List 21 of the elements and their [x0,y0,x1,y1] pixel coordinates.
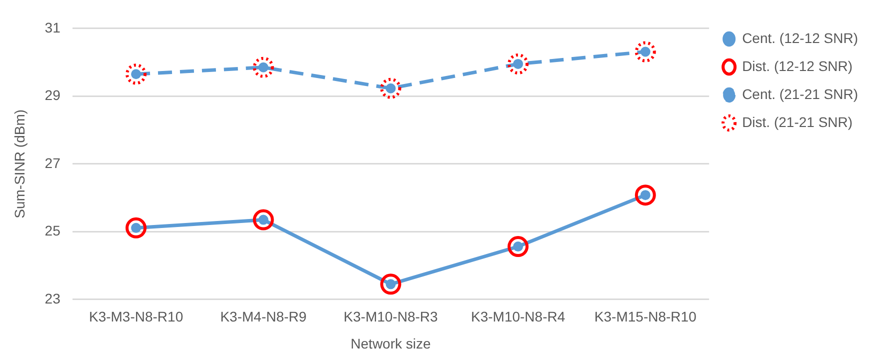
x-tick-label: K3-M4-N8-R9 [220,308,307,325]
point [380,274,402,295]
y-axis-title: Sum-SINR (dBm) [11,109,28,218]
legend-label: Dist. (21-21 SNR) [742,114,853,130]
point [126,217,147,238]
y-tick-label: 23 [44,290,61,306]
y-tick-label: 27 [44,154,61,171]
legend-label: Dist. (12-12 SNR) [742,58,853,74]
point [252,209,274,230]
x-tick-label: K3-M10-N8-R4 [470,308,566,325]
x-axis-title: Network size [350,335,431,352]
x-tick-label: K3-M3-N8-R10 [88,308,184,325]
y-tick-label: 29 [44,87,61,104]
y-tick-label: 31 [44,19,61,36]
y-tick-label: 25 [44,222,61,239]
point [634,184,656,206]
point [508,236,529,258]
legend-label: Cent. (21-21 SNR) [742,86,858,102]
x-tick-label: K3-M10-N8-R3 [344,308,438,325]
x-tick-label: K3-M15-N8-R10 [594,308,697,325]
legend-label: Cent. (12-12 SNR) [742,30,858,46]
